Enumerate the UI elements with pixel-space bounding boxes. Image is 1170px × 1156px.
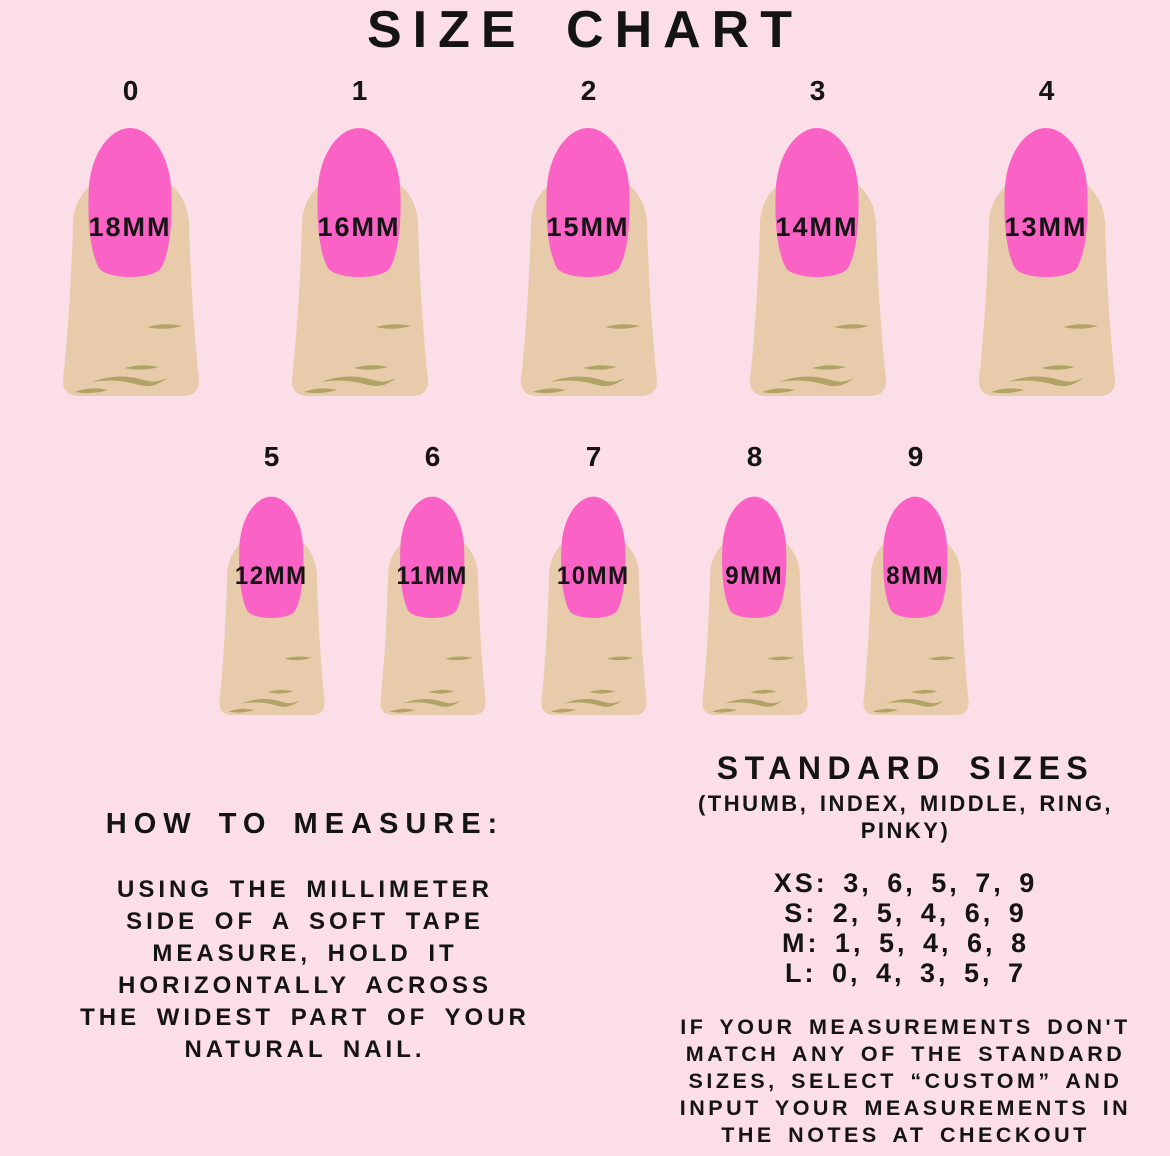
how-to-measure-body: USING THE MILLIMETER SIDE OF A SOFT TAPE… bbox=[40, 874, 570, 1066]
size-combination-m: M: 1, 5, 4, 6, 8 bbox=[781, 928, 1030, 958]
how-to-measure-line: THE WIDEST PART OF YOUR bbox=[80, 1004, 530, 1031]
page-title: SIZE CHART bbox=[367, 1, 803, 59]
nail-size-label: 18MM bbox=[88, 212, 171, 242]
standard-sizes-heading: STANDARD SIZES bbox=[716, 750, 1095, 786]
finger-number-label: 4 bbox=[1038, 75, 1056, 106]
finger-illustration: 8MM bbox=[863, 496, 969, 715]
how-to-measure-line: NATURAL NAIL. bbox=[184, 1036, 426, 1063]
finger-number-label: 1 bbox=[351, 75, 369, 106]
finger-illustration: 11MM bbox=[380, 496, 486, 715]
nail-size-label: 8MM bbox=[886, 562, 944, 590]
size-combination-xs: XS: 3, 6, 5, 7, 9 bbox=[773, 868, 1038, 898]
finger-number-label: 5 bbox=[263, 441, 281, 472]
finger-size-9: 9 8MM bbox=[858, 442, 974, 719]
finger-illustration: 14MM bbox=[749, 128, 887, 396]
finger-number-label: 0 bbox=[122, 75, 140, 106]
nail-size-label: 12MM bbox=[235, 562, 308, 590]
how-to-measure-line: HORIZONTALLY ACROSS bbox=[117, 972, 493, 999]
finger-number-label: 9 bbox=[907, 441, 925, 472]
finger-illustration: 16MM bbox=[291, 128, 429, 396]
finger-size-1: 1 16MM bbox=[285, 76, 435, 401]
finger-size-8: 8 9MM bbox=[697, 442, 813, 719]
nail-size-label: 14MM bbox=[775, 212, 858, 242]
how-to-measure-section: HOW TO MEASURE: USING THE MILLIMETER SID… bbox=[40, 806, 570, 1066]
custom-size-note-line: MATCH ANY OF THE STANDARD bbox=[685, 1042, 1126, 1066]
finger-size-2: 2 15MM bbox=[514, 76, 664, 401]
how-to-measure-heading: HOW TO MEASURE: bbox=[105, 808, 505, 840]
finger-illustration: 12MM bbox=[219, 496, 325, 715]
custom-size-note: IF YOUR MEASUREMENTS DON'T MATCH ANY OF … bbox=[648, 1014, 1163, 1149]
custom-size-note-line: THE NOTES AT CHECKOUT bbox=[721, 1123, 1090, 1147]
custom-size-note-line: INPUT YOUR MEASUREMENTS IN bbox=[679, 1096, 1132, 1120]
finger-illustration: 9MM bbox=[702, 496, 808, 715]
finger-size-5: 5 12MM bbox=[214, 442, 330, 719]
custom-size-note-line: IF YOUR MEASUREMENTS DON'T bbox=[680, 1015, 1131, 1039]
nail-size-label: 9MM bbox=[725, 562, 783, 590]
finger-size-7: 7 10MM bbox=[536, 442, 652, 719]
nail-size-label: 16MM bbox=[317, 212, 400, 242]
finger-number-label: 2 bbox=[580, 75, 598, 106]
finger-number-label: 6 bbox=[424, 441, 442, 472]
finger-size-3: 3 14MM bbox=[743, 76, 893, 401]
finger-size-6: 6 11MM bbox=[375, 442, 491, 719]
finger-illustration: 15MM bbox=[520, 128, 658, 396]
standard-sizes-subheading: (THUMB, INDEX, MIDDLE, RING, PINKY) bbox=[648, 790, 1163, 844]
finger-number-label: 3 bbox=[809, 75, 827, 106]
standard-sizes-subheading-line: (THUMB, INDEX, MIDDLE, RING, bbox=[697, 791, 1114, 816]
finger-illustration: 13MM bbox=[978, 128, 1116, 396]
finger-size-0: 0 18MM bbox=[56, 76, 206, 401]
how-to-measure-line: SIDE OF A SOFT TAPE bbox=[126, 908, 484, 935]
finger-number-label: 7 bbox=[585, 441, 603, 472]
finger-size-4: 4 13MM bbox=[972, 76, 1122, 401]
standard-sizes-subheading-line: PINKY) bbox=[860, 818, 951, 843]
custom-size-note-line: SIZES, SELECT “CUSTOM” AND bbox=[688, 1069, 1123, 1093]
standard-sizes-section: STANDARD SIZES (THUMB, INDEX, MIDDLE, RI… bbox=[648, 750, 1163, 1149]
how-to-measure-line: USING THE MILLIMETER bbox=[117, 876, 493, 903]
finger-number-label: 8 bbox=[746, 441, 764, 472]
nail-size-label: 11MM bbox=[397, 562, 468, 590]
finger-illustration: 18MM bbox=[62, 128, 200, 396]
size-combination-s: S: 2, 5, 4, 6, 9 bbox=[784, 898, 1027, 928]
finger-illustration: 10MM bbox=[541, 496, 647, 715]
standard-sizes-list: XS: 3, 6, 5, 7, 9 S: 2, 5, 4, 6, 9 M: 1,… bbox=[648, 868, 1163, 988]
nail-size-label: 13MM bbox=[1004, 212, 1087, 242]
how-to-measure-line: MEASURE, HOLD IT bbox=[152, 940, 458, 967]
size-combination-l: L: 0, 4, 3, 5, 7 bbox=[784, 958, 1027, 988]
nail-size-label: 15MM bbox=[546, 212, 629, 242]
nail-size-label: 10MM bbox=[557, 562, 630, 590]
